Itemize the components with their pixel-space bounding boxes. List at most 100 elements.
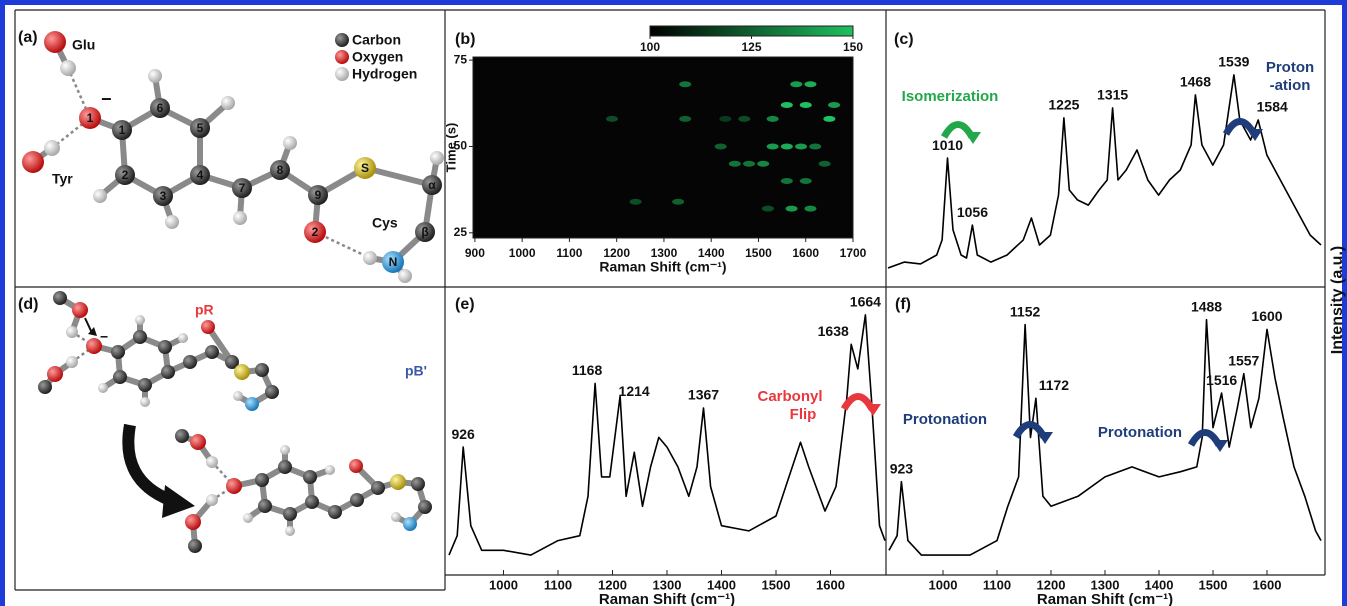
atom <box>161 365 175 379</box>
x-tick-label: 1100 <box>544 577 572 592</box>
x-tick-label: 1200 <box>1037 577 1066 592</box>
peak-label: 1539 <box>1218 54 1249 70</box>
y-axis-title: Intensity (a.u.) <box>1329 246 1346 354</box>
spot <box>795 143 808 150</box>
peak-label: 1010 <box>932 137 963 153</box>
spot <box>766 115 779 122</box>
x-tick-label: 1400 <box>707 577 736 592</box>
annotation: Protonation <box>1098 424 1182 441</box>
atom <box>185 514 201 530</box>
colorbar-tick-label: 150 <box>843 40 863 54</box>
atom-label: 1 <box>87 111 94 125</box>
legend-label: Carbon <box>352 32 401 48</box>
atom <box>150 98 170 118</box>
panel-label: (a) <box>18 29 38 46</box>
spot <box>672 198 685 205</box>
atom <box>206 456 218 468</box>
atom <box>265 385 279 399</box>
atom <box>86 338 102 354</box>
atom <box>66 356 78 368</box>
atom-label: 1 <box>119 123 126 137</box>
atom-label: 6 <box>157 101 164 115</box>
x-tick-label: 1100 <box>556 246 582 260</box>
molecules: 1 1 6 5 4 3 2 7 8 9 2 Sα β N <box>22 31 444 553</box>
bond <box>205 324 235 365</box>
atom <box>415 222 435 242</box>
atom-label: α <box>428 178 436 192</box>
atom <box>175 429 189 443</box>
spectrum <box>888 318 1322 556</box>
state-label: pB' <box>405 363 427 379</box>
atom <box>206 494 218 506</box>
atom <box>255 363 269 377</box>
atom-label: S <box>361 161 369 175</box>
legend-atom <box>335 33 349 47</box>
annotation: Isomerization <box>902 88 999 105</box>
atom <box>190 434 206 450</box>
curved-arrow-head <box>162 485 195 518</box>
spectrum <box>887 74 1322 269</box>
annotation-arrow-head <box>965 132 981 144</box>
y-axis-title: Time (s) <box>443 123 458 173</box>
atom-label: 9 <box>315 188 322 202</box>
x-tick-label: 1400 <box>1145 577 1174 592</box>
spot <box>823 115 836 122</box>
legend-label: Oxygen <box>352 49 403 65</box>
spot <box>766 143 779 150</box>
peak-label: 1315 <box>1097 87 1128 103</box>
x-tick-label: 1200 <box>598 577 627 592</box>
peak-label: 1557 <box>1228 352 1259 368</box>
atom <box>221 96 235 110</box>
x-tick-label: 900 <box>465 246 485 260</box>
annotation-arrow-head <box>1212 440 1228 452</box>
spot <box>799 102 812 109</box>
y-tick-label: 25 <box>454 225 468 239</box>
x-tick-label: 1300 <box>653 577 682 592</box>
atom <box>371 481 385 495</box>
spot <box>780 143 793 150</box>
x-axis-title: Raman Shift (cm⁻¹) <box>599 259 726 275</box>
peak-label: 1172 <box>1039 377 1070 393</box>
atom <box>138 378 152 392</box>
spectrum <box>448 314 886 556</box>
peak-label: 1367 <box>688 387 719 403</box>
x-tick-label: 1100 <box>983 577 1011 592</box>
atom-label: 8 <box>277 163 284 177</box>
atom <box>233 211 247 225</box>
curved-arrow <box>122 423 173 506</box>
atom <box>225 355 239 369</box>
atom <box>418 500 432 514</box>
panel-label: (c) <box>894 31 914 48</box>
peak-label: 1225 <box>1048 97 1079 113</box>
atom <box>285 526 295 536</box>
atom <box>391 512 401 522</box>
annotation-arrow-head <box>865 404 881 416</box>
atom <box>47 366 63 382</box>
atom <box>245 397 259 411</box>
atom <box>354 157 376 179</box>
x-tick-label: 1700 <box>840 246 867 260</box>
panel-label: (d) <box>18 296 38 313</box>
x-axis-title: Raman Shift (cm⁻¹) <box>1037 591 1173 606</box>
hydrogen-bond <box>314 230 371 260</box>
atom <box>278 460 292 474</box>
spot <box>828 102 841 109</box>
hydrogen-bond <box>71 330 95 348</box>
annotation: Protonation <box>903 411 987 428</box>
spot <box>790 81 803 88</box>
atom <box>226 478 242 494</box>
hydrogen-bond <box>71 344 95 364</box>
arrow <box>84 317 93 334</box>
atom <box>188 539 202 553</box>
arrow-head <box>88 327 97 336</box>
colorbar-tick-label: 125 <box>741 40 761 54</box>
atom <box>422 175 442 195</box>
peak-label: 1600 <box>1251 308 1282 324</box>
x-tick-label: 1600 <box>816 577 845 592</box>
atom <box>190 165 210 185</box>
state-label: pR <box>195 302 214 318</box>
atom <box>234 364 250 380</box>
atom <box>60 60 76 76</box>
atom <box>190 118 210 138</box>
